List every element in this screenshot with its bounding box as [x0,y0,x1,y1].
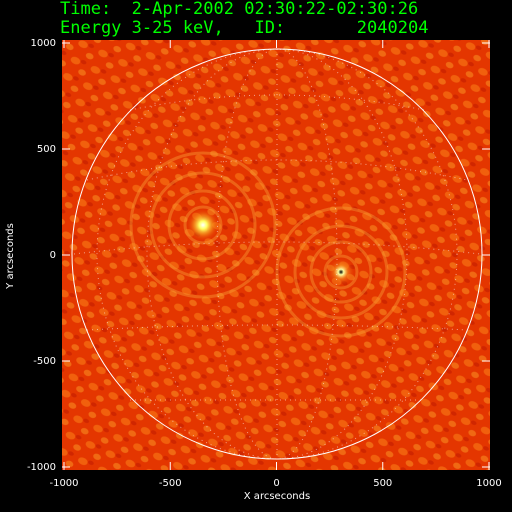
y-tick-label: -500 [33,356,56,367]
x-tick-label: 500 [373,478,392,489]
x-tick-label: 1000 [476,478,501,489]
y-tick-label: 0 [50,250,56,261]
x-tick-label: -500 [159,478,182,489]
heliographic-grid [73,48,481,460]
source [327,258,355,286]
y-axis-label: Y arcseconds [5,223,16,290]
source [187,209,219,241]
chart-subtitle: Energy 3-25 keV, ID: 2040204 [60,18,428,38]
x-tick-label: 0 [273,478,279,489]
rings [129,151,407,338]
solar-limb [71,48,483,460]
y-tick-label: -1000 [27,462,56,473]
x-tick-label: -1000 [49,478,78,489]
y-tick-label: 500 [37,144,56,155]
y-tick-label: 1000 [31,38,56,49]
chart-title: Time: 2-Apr-2002 02:30:22-02:30:26 [60,0,418,19]
image-background [62,40,490,470]
plot-area [62,40,490,470]
x-axis-label: X arcseconds [244,491,310,502]
